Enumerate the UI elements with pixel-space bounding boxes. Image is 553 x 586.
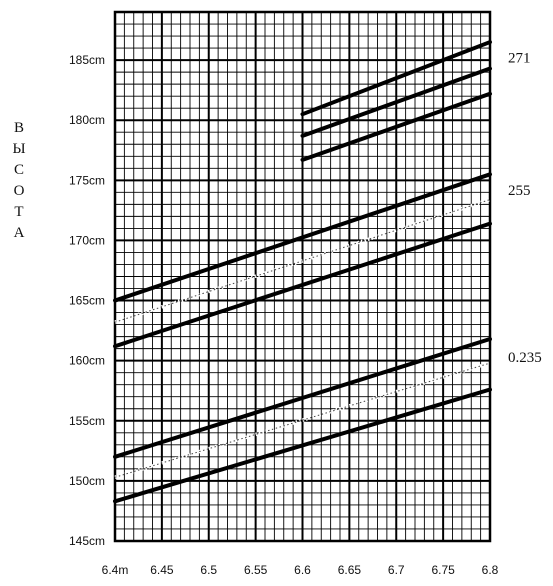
y-axis-label-letter: С	[14, 162, 24, 178]
y-axis-label-letter: Ы	[12, 141, 25, 157]
y-axis-label-letter: А	[14, 225, 25, 241]
y-tick-label: 150cm	[69, 474, 105, 488]
y-tick-label: 165cm	[69, 294, 105, 308]
x-tick-labels: 6.4m 6.45 6.5 6.55 6.6 6.65 6.7 6.75 6.8	[102, 563, 499, 577]
y-tick-label: 170cm	[69, 233, 105, 247]
x-tick-label: 6.55	[244, 563, 268, 577]
series-line	[113, 221, 492, 349]
series-line	[300, 91, 492, 162]
y-axis-label-letter: О	[14, 183, 25, 199]
x-tick-label: 6.65	[338, 563, 362, 577]
series-line	[113, 337, 492, 459]
y-axis-label-letter: Т	[14, 204, 23, 220]
x-tick-label: 6.45	[150, 563, 174, 577]
y-tick-label: 185cm	[69, 53, 105, 67]
series-label: 271	[508, 51, 531, 67]
series-line	[300, 66, 492, 138]
series-line-dotted	[114, 362, 491, 478]
x-tick-label: 6.8	[482, 563, 499, 577]
y-tick-labels: 145cm 150cm 155cm 160cm 165cm 170cm 175cm 180cm…	[69, 53, 105, 548]
series-label: 255	[508, 183, 531, 199]
series-line	[113, 172, 492, 303]
plot-frame	[113, 10, 492, 543]
series-lines	[113, 40, 492, 504]
y-tick-label: 155cm	[69, 414, 105, 428]
y-axis-label-letter: В	[14, 120, 24, 136]
x-tick-label: 6.6	[294, 563, 311, 577]
x-tick-label: 6.75	[431, 563, 455, 577]
y-tick-label: 175cm	[69, 173, 105, 187]
series-label: 0.235	[508, 350, 542, 366]
y-tick-label: 180cm	[69, 113, 105, 127]
series-line	[113, 387, 492, 504]
series-line	[300, 40, 492, 117]
x-tick-label: 6.5	[200, 563, 217, 577]
series-line-dotted	[114, 199, 491, 323]
y-tick-label: 145cm	[69, 534, 105, 548]
series-side-labels: 271 255 0.235	[508, 51, 542, 366]
x-tick-label: 6.4m	[102, 563, 129, 577]
grid	[113, 10, 492, 543]
x-tick-label: 6.7	[388, 563, 405, 577]
y-tick-label: 160cm	[69, 354, 105, 368]
